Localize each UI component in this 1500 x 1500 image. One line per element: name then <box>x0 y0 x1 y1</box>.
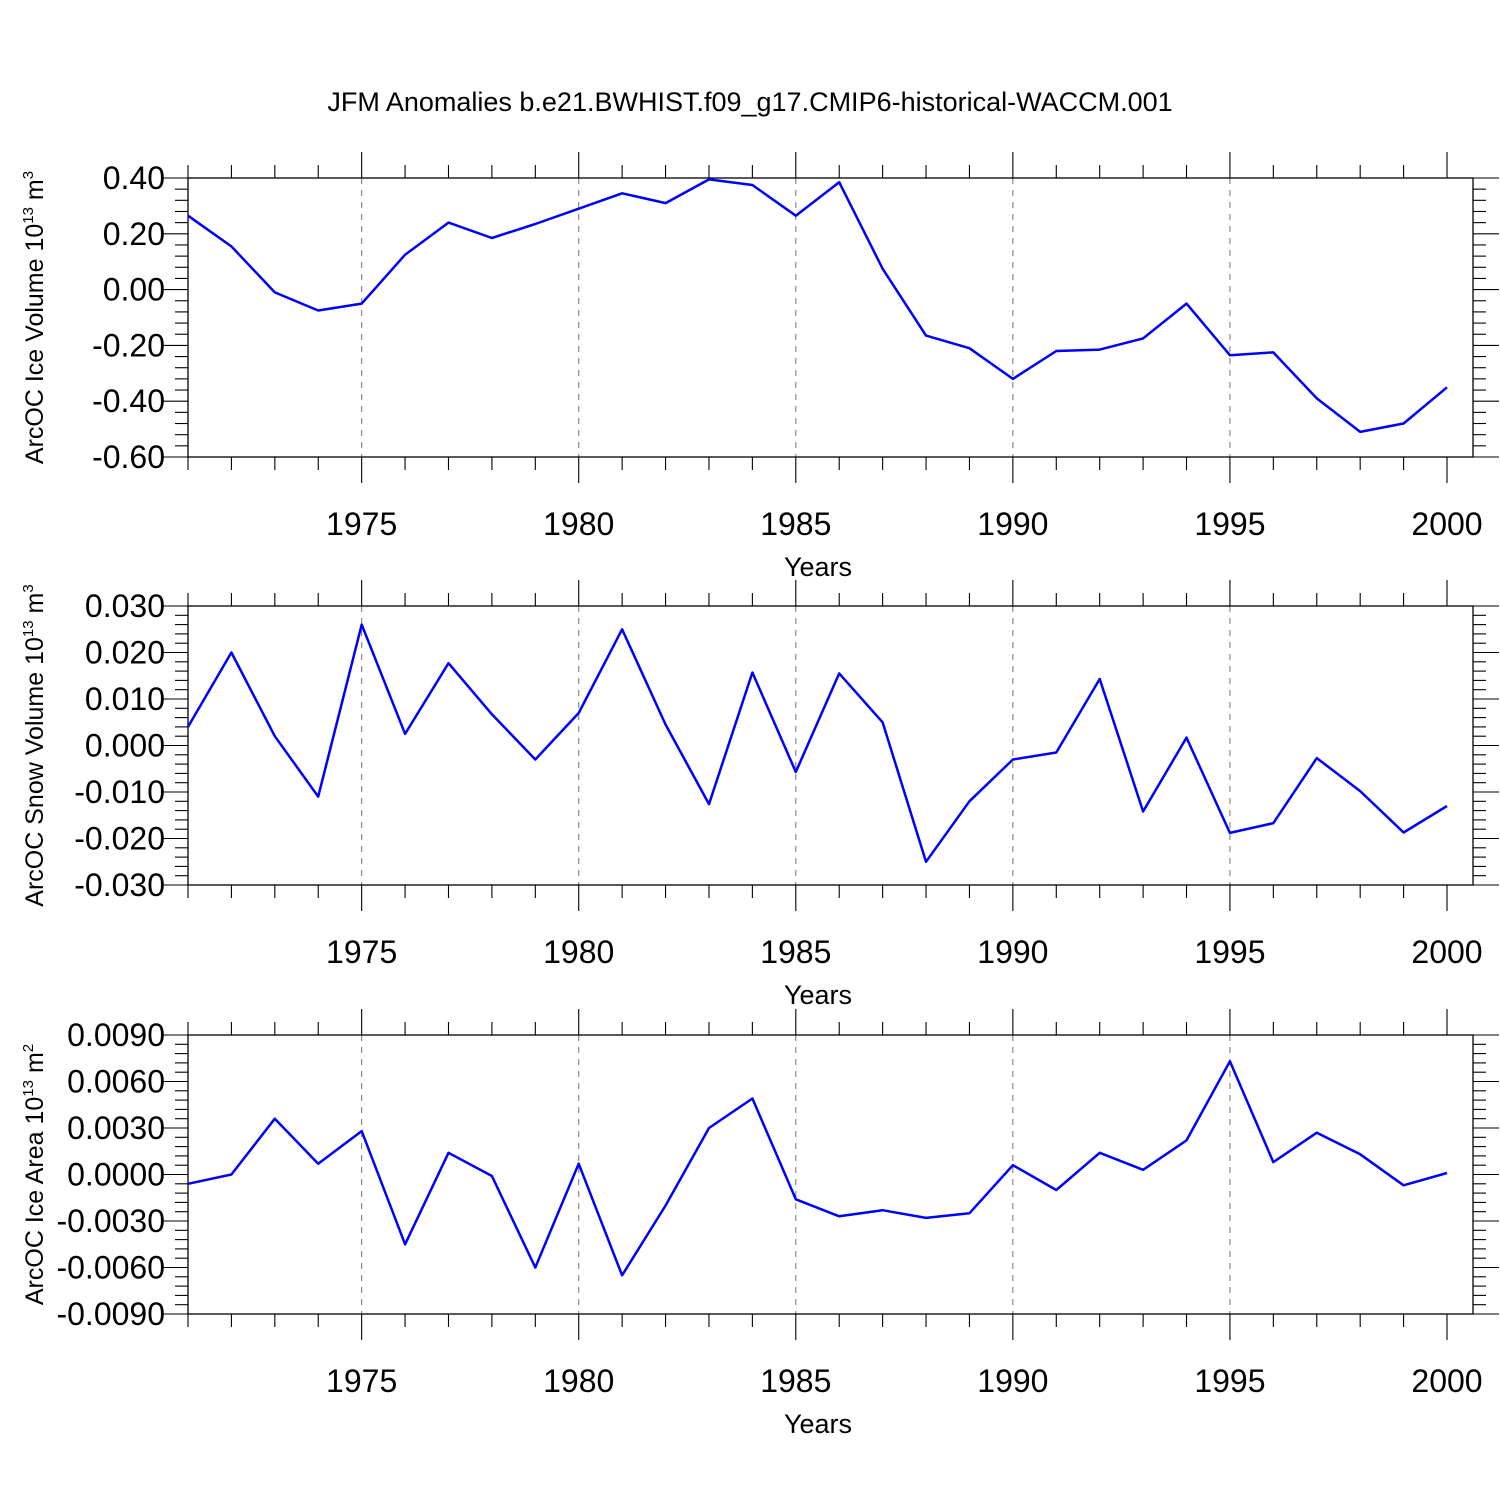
ice-volume-y-axis-title-base: ArcOC Ice Volume 10 <box>21 224 49 464</box>
snow-volume-y-axis-title-unit-exp: 3 <box>20 584 37 592</box>
ice-volume-y-tick-label: -0.20 <box>92 327 165 363</box>
snow-volume-y-tick-label: -0.020 <box>74 821 165 857</box>
snow-volume-y-tick-label: 0.000 <box>85 728 165 764</box>
panels-group: 0.40 0.20 0.00 -0.20 -0.40 -0.60 1975 1980 1985 1… <box>20 152 1499 1439</box>
ice-area-y-axis-title-base: ArcOC Ice Area 10 <box>21 1097 49 1305</box>
snow-volume-y-axis-title-unit: m <box>21 593 49 614</box>
ice-volume-x-tick-label: 1995 <box>1194 506 1265 542</box>
ice-volume-y-axis-title-unit: m <box>21 179 49 200</box>
ice-area-y-tick-label: 0.0090 <box>67 1017 165 1053</box>
ice-area-x-tick-label: 2000 <box>1411 1363 1482 1399</box>
ice-area-x-tick-label: 1985 <box>760 1363 831 1399</box>
snow-volume-y-tick-label: -0.030 <box>74 867 165 903</box>
ice-volume-y-tick-label: -0.60 <box>92 439 165 475</box>
ice-area-x-axis-title: Years <box>784 1409 852 1439</box>
ice-volume-x-tick-label: 1985 <box>760 506 831 542</box>
ice-area-y-axis-title-exp: 13 <box>20 1080 37 1097</box>
ice-area-y-tick-label: 0.0000 <box>67 1157 165 1193</box>
ice-area-y-axis-title-unit-exp: 2 <box>20 1044 37 1052</box>
ice-area-y-axis-title: ArcOC Ice Area 1013 m2 <box>20 1044 49 1305</box>
figure-title: JFM Anomalies b.e21.BWHIST.f09_g17.CMIP6… <box>327 87 1172 117</box>
ice-volume-series-line <box>187 178 1448 434</box>
ice-volume-x-tick-label: 2000 <box>1411 506 1482 542</box>
snow-volume-y-axis-title: ArcOC Snow Volume 1013 m3 <box>20 584 49 906</box>
snow-volume-panel: 0.030 0.020 0.010 0.000 -0.010 -0.020 -0.030 19… <box>20 580 1499 1010</box>
ice-area-x-tick-label: 1975 <box>326 1363 397 1399</box>
snow-volume-y-tick-label: 0.030 <box>85 588 165 624</box>
snow-volume-y-tick-label: 0.010 <box>85 681 165 717</box>
ice-volume-y-axis-title-unit-exp: 3 <box>20 171 37 179</box>
ice-area-y-tick-label: 0.0060 <box>67 1064 165 1100</box>
ice-area-x-tick-label: 1980 <box>543 1363 614 1399</box>
ice-volume-y-axis-title-unit-space <box>21 200 49 207</box>
snow-volume-y-axis-title-unit-space <box>21 613 49 620</box>
ice-area-y-tick-label: 0.0030 <box>67 1110 165 1146</box>
ice-volume-x-tick-label: 1980 <box>543 506 614 542</box>
snow-volume-y-axis-title-exp: 13 <box>20 620 37 637</box>
snow-volume-x-tick-label: 1985 <box>760 934 831 970</box>
ice-area-y-axis-title-unit-space <box>21 1073 49 1080</box>
snow-volume-x-tick-label: 2000 <box>1411 934 1482 970</box>
snow-volume-x-axis-title: Years <box>784 980 852 1010</box>
snow-volume-y-tick-label: 0.020 <box>85 635 165 671</box>
ice-volume-x-tick-label: 1975 <box>326 506 397 542</box>
ice-volume-x-axis-title: Years <box>784 552 852 582</box>
snow-volume-x-tick-label: 1995 <box>1194 934 1265 970</box>
ice-area-x-tick-label: 1990 <box>977 1363 1048 1399</box>
ice-area-y-tick-label: -0.0060 <box>56 1250 165 1286</box>
ice-volume-y-tick-label: 0.20 <box>103 216 165 252</box>
ice-area-y-axis-title-unit: m <box>21 1052 49 1073</box>
ice-area-x-tick-label: 1995 <box>1194 1363 1265 1399</box>
snow-volume-series-line <box>186 623 1448 864</box>
snow-volume-y-tick-label: -0.010 <box>74 774 165 810</box>
ice-volume-panel: 0.40 0.20 0.00 -0.20 -0.40 -0.60 1975 1980 1985 1… <box>20 152 1499 582</box>
ice-volume-y-axis-title: ArcOC Ice Volume 1013 m3 <box>20 171 49 464</box>
snow-volume-x-tick-label: 1980 <box>543 934 614 970</box>
snow-volume-plot-frame <box>187 605 1474 886</box>
ice-volume-y-tick-label: 0.40 <box>103 160 165 196</box>
ice-volume-x-tick-label: 1990 <box>977 506 1048 542</box>
ice-area-panel: 0.0090 0.0060 0.0030 0.0000 -0.0030 -0.0060 -0… <box>20 1009 1499 1439</box>
ice-volume-y-axis-title-exp: 13 <box>20 207 37 224</box>
ice-volume-y-tick-label: 0.00 <box>103 272 165 308</box>
snow-volume-y-axis-title-base: ArcOC Snow Volume 10 <box>21 637 49 907</box>
ice-area-plot-frame <box>187 1034 1474 1315</box>
snow-volume-x-tick-label: 1990 <box>977 934 1048 970</box>
snow-volume-x-tick-label: 1975 <box>326 934 397 970</box>
ice-volume-y-tick-label: -0.40 <box>92 383 165 419</box>
ice-volume-plot-frame <box>187 177 1474 458</box>
ice-area-series-line <box>187 1060 1448 1277</box>
ice-area-y-tick-label: -0.0030 <box>56 1203 165 1239</box>
ice-area-y-tick-label: -0.0090 <box>56 1296 165 1332</box>
